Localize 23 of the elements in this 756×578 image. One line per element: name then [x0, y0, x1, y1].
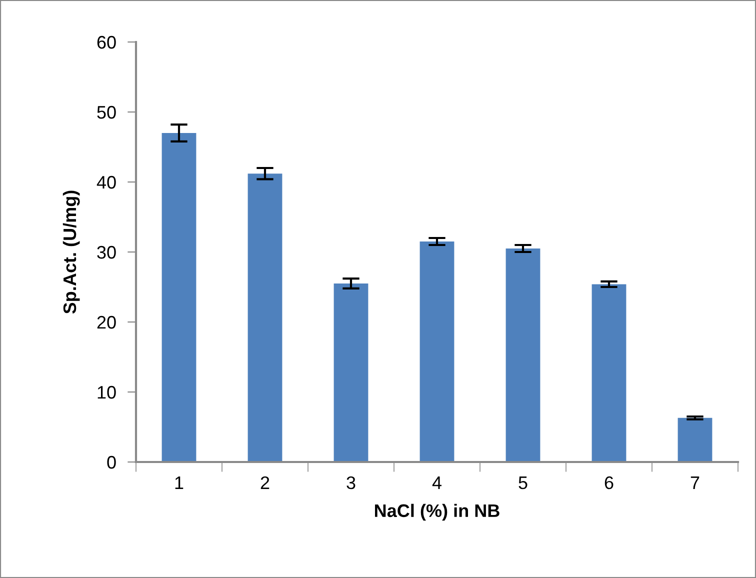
x-tick-label: 6 [604, 476, 614, 490]
x-tick-label: 2 [260, 476, 270, 489]
bar [420, 242, 454, 462]
bar [162, 133, 196, 462]
bar [334, 284, 368, 462]
bar [248, 174, 282, 462]
y-tick-label: 40 [96, 176, 116, 189]
y-tick-label: 50 [97, 106, 116, 119]
bar [678, 418, 712, 462]
bar [506, 248, 540, 462]
x-tick-label: 5 [518, 476, 528, 490]
y-tick-label: 30 [97, 246, 116, 259]
bar [592, 284, 626, 462]
x-tick-label: 4 [432, 476, 442, 489]
y-tick-label: 20 [97, 316, 116, 329]
x-tick-label: 3 [346, 476, 356, 490]
x-axis-title: NaCl (%) in NB [375, 504, 500, 521]
y-tick-label: 10 [98, 386, 116, 399]
x-tick-label: 1 [175, 476, 184, 489]
x-tick-label: 7 [690, 476, 700, 489]
y-tick-label: 60 [97, 36, 116, 49]
y-axis-title: Sp.Act. (U/mg) [62, 190, 80, 314]
y-tick-label: 0 [107, 456, 116, 469]
